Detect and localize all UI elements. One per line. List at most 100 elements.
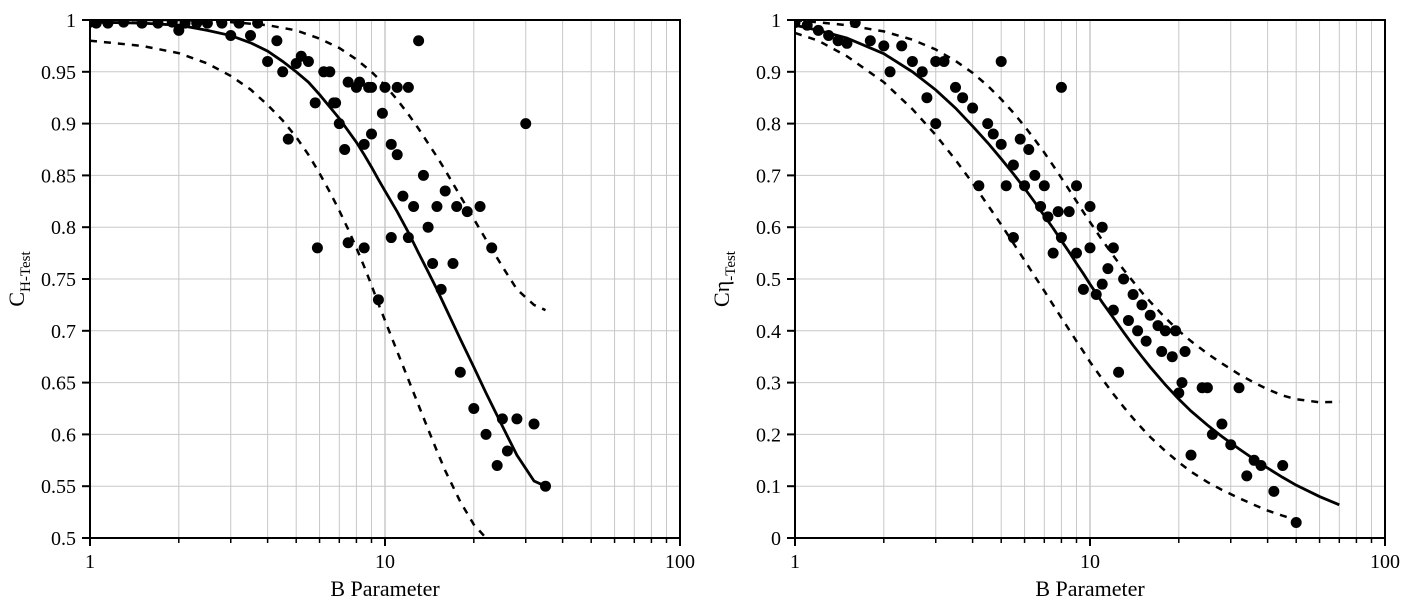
data-point (245, 30, 256, 41)
data-point (423, 222, 434, 233)
data-point (996, 139, 1007, 150)
data-point (1008, 232, 1019, 243)
data-point (1207, 429, 1218, 440)
data-point (1048, 248, 1059, 259)
data-point (1039, 180, 1050, 191)
y-tick-label: 0.7 (51, 321, 76, 343)
y-tick-label: 0.95 (41, 62, 76, 84)
data-point (1078, 284, 1089, 295)
data-point (1176, 377, 1187, 388)
data-point (921, 92, 932, 103)
data-point (1234, 382, 1245, 393)
data-point (1042, 211, 1053, 222)
data-point (1170, 325, 1181, 336)
data-point (486, 242, 497, 253)
data-point (392, 82, 403, 93)
x-tick-label: 1 (790, 551, 800, 573)
data-point (418, 170, 429, 181)
data-point (386, 232, 397, 243)
data-point (1071, 180, 1082, 191)
data-point (950, 82, 961, 93)
data-point (324, 66, 335, 77)
data-point (1156, 346, 1167, 357)
data-point (1102, 263, 1113, 274)
data-point (823, 30, 834, 41)
data-point (497, 413, 508, 424)
data-point (403, 82, 414, 93)
data-point (813, 25, 824, 36)
data-point (334, 118, 345, 129)
data-point (841, 38, 852, 49)
data-point (1015, 134, 1026, 145)
data-point (511, 413, 522, 424)
data-point (907, 56, 918, 67)
data-point (392, 149, 403, 160)
y-tick-label: 0 (771, 528, 781, 550)
y-tick-label: 0.4 (756, 321, 781, 343)
data-point (1180, 346, 1191, 357)
data-point (885, 66, 896, 77)
data-point (359, 242, 370, 253)
data-point (540, 481, 551, 492)
data-point (455, 367, 466, 378)
data-point (310, 97, 321, 108)
figure-container: 1101000.50.550.60.650.70.750.80.850.90.9… (0, 0, 1410, 608)
data-point (1085, 242, 1096, 253)
data-point (1108, 242, 1119, 253)
x-tick-label: 10 (375, 551, 395, 573)
data-point (1128, 289, 1139, 300)
data-point (1225, 439, 1236, 450)
y-tick-label: 0.3 (756, 373, 781, 395)
y-tick-label: 0.6 (756, 217, 781, 239)
x-tick-label: 100 (665, 551, 695, 573)
x-tick-label: 10 (1080, 551, 1100, 573)
data-point (1241, 470, 1252, 481)
data-point (462, 206, 473, 217)
data-point (431, 201, 442, 212)
data-point (1113, 367, 1124, 378)
y-tick-label: 0.55 (41, 476, 76, 498)
y-tick-label: 0.9 (756, 62, 781, 84)
data-point (939, 56, 950, 67)
data-point (366, 82, 377, 93)
data-point (366, 128, 377, 139)
data-point (1186, 450, 1197, 461)
data-point (380, 82, 391, 93)
data-point (1053, 206, 1064, 217)
data-point (447, 258, 458, 269)
data-point (1108, 305, 1119, 316)
data-point (996, 56, 1007, 67)
data-point (343, 237, 354, 248)
x-tick-label: 1 (85, 551, 95, 573)
y-tick-label: 0.5 (756, 269, 781, 291)
data-point (529, 419, 540, 430)
data-point (1029, 170, 1040, 181)
data-point (988, 128, 999, 139)
data-point (1056, 82, 1067, 93)
data-point (1118, 274, 1129, 285)
data-point (878, 40, 889, 51)
data-point (1056, 232, 1067, 243)
data-point (277, 66, 288, 77)
y-tick-label: 0.6 (51, 424, 76, 446)
data-point (1035, 201, 1046, 212)
data-point (386, 139, 397, 150)
data-point (1097, 279, 1108, 290)
data-point (339, 144, 350, 155)
data-point (262, 56, 273, 67)
data-point (283, 134, 294, 145)
data-point (1173, 387, 1184, 398)
data-point (427, 258, 438, 269)
x-tick-label: 100 (1370, 551, 1400, 573)
data-point (982, 118, 993, 129)
data-point (408, 201, 419, 212)
data-point (973, 180, 984, 191)
data-point (865, 35, 876, 46)
data-point (1085, 201, 1096, 212)
data-point (440, 185, 451, 196)
y-tick-label: 0.2 (756, 424, 781, 446)
data-point (359, 139, 370, 150)
data-point (957, 92, 968, 103)
data-point (481, 429, 492, 440)
data-point (1256, 460, 1267, 471)
